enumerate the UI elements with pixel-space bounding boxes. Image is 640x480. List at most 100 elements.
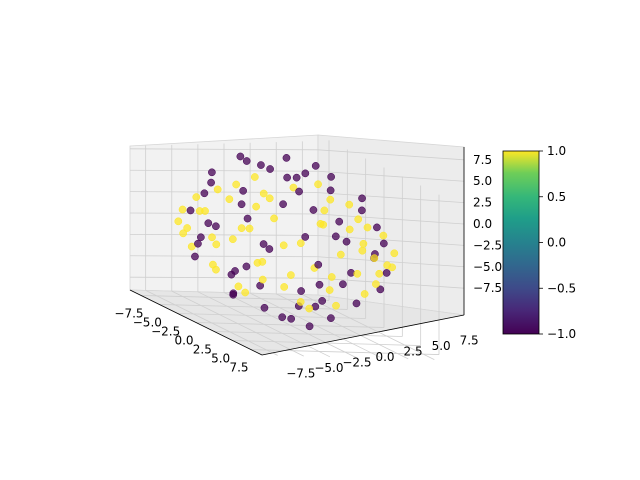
point-high [241, 288, 250, 297]
z-gridline-right [317, 149, 465, 161]
point-low [301, 233, 310, 241]
point-high [245, 224, 254, 233]
point-low [186, 206, 195, 215]
z-gridline-left [129, 191, 319, 194]
point-high [287, 271, 295, 279]
point-high [353, 269, 362, 278]
x-tick-label: −2.5 [151, 324, 180, 338]
y-gridline [145, 290, 278, 356]
point-high [209, 260, 217, 269]
point-high [258, 257, 267, 266]
colorbar-tick-label: −1.0 [547, 327, 576, 341]
y-tick-label: 0.0 [375, 350, 394, 364]
x-axis-line [129, 289, 263, 356]
point-low [379, 239, 388, 248]
y-tick-label: 2.5 [404, 344, 423, 358]
point-high [178, 205, 187, 214]
z-gridline-left [129, 233, 319, 236]
point-low [212, 222, 220, 231]
point-low [318, 297, 327, 305]
point-low [243, 214, 252, 223]
point-low [282, 154, 291, 162]
z-gridline-left [129, 169, 319, 172]
point-low [287, 314, 296, 323]
z-gridline-right [317, 192, 465, 204]
point-high [192, 193, 201, 201]
y-gridline [302, 294, 435, 360]
x-axis-ticks: −7.5−5.0−2.50.02.55.07.5 [114, 306, 248, 374]
point-high [187, 242, 196, 251]
z-gridline-right [317, 256, 465, 268]
z-tick-label: −2.5 [473, 238, 502, 252]
point-high [359, 239, 368, 248]
z-gridline-left [129, 212, 319, 215]
point-low [305, 322, 314, 331]
point-high [345, 200, 354, 209]
point-low [352, 299, 361, 308]
x-tick-label: −5.0 [133, 315, 162, 329]
point-high [319, 220, 328, 229]
point-low [279, 200, 287, 209]
z-tick-label: 2.5 [473, 196, 492, 210]
point-high [259, 189, 268, 198]
point-high [379, 231, 388, 240]
point-low [358, 206, 366, 215]
point-low [207, 178, 215, 187]
point-high [183, 224, 192, 232]
z-gridline-right [317, 234, 465, 246]
point-low [194, 239, 202, 248]
point-low [200, 189, 209, 198]
point-high [212, 240, 221, 249]
point-high [179, 229, 188, 238]
point-low [314, 260, 323, 269]
point-high [360, 290, 369, 298]
colorbar-tick-label: 0.5 [547, 190, 566, 204]
point-low [227, 270, 236, 279]
point-high [213, 185, 222, 194]
colorbar-tick-label: 1.0 [547, 144, 566, 158]
point-high [296, 298, 305, 306]
point-low [259, 240, 268, 248]
point-low [257, 161, 265, 169]
point-low [327, 314, 335, 322]
point-low [237, 200, 246, 209]
x-tick-label: 2.5 [193, 343, 212, 357]
point-low [327, 172, 335, 181]
point-low [347, 269, 355, 277]
point-low [236, 152, 245, 161]
point-high [296, 239, 305, 248]
z-axis-ticks: −7.5 −5.0 −2.5 0.0 2.5 5.0 7.5 [473, 153, 502, 295]
point-high [370, 254, 379, 262]
x-tick-label: 0.0 [174, 334, 193, 348]
point-high [250, 173, 259, 181]
point-low [335, 217, 344, 226]
point-high [232, 180, 241, 189]
point-high [354, 215, 363, 224]
z-tick-label: −5.0 [473, 260, 502, 274]
point-low [331, 232, 340, 241]
point-low [197, 233, 205, 242]
x-tick-label: −7.5 [114, 306, 143, 320]
point-high [201, 207, 209, 215]
y-axis-ticks: −7.5−5.0−2.5 0.0 2.5 5.0 7.5 [286, 333, 478, 380]
z-tick-label: 5.0 [473, 174, 492, 188]
point-low [191, 252, 199, 261]
3d-axes: −7.5−5.0−2.50.02.55.07.5 −7.5−5.0−2.5 0.0… [114, 134, 502, 381]
point-high [258, 275, 267, 284]
point-low [295, 187, 303, 196]
point-high [326, 195, 335, 204]
point-high [225, 195, 234, 204]
y-tick-label: −2.5 [342, 356, 371, 370]
colorbar-ticks: 1.0 0.5 0.0 −0.5 −1.0 [539, 144, 576, 341]
point-high [174, 217, 183, 226]
point-low [260, 303, 269, 312]
point-high [336, 250, 345, 259]
y-tick-label: 5.0 [432, 339, 451, 353]
x-tick-label: 5.0 [211, 352, 230, 366]
point-high [265, 194, 274, 203]
x-tick-label: 7.5 [229, 361, 248, 375]
point-low [311, 162, 320, 170]
colorbar-gradient [502, 150, 540, 335]
point-high [363, 223, 372, 232]
point-low [208, 168, 216, 177]
